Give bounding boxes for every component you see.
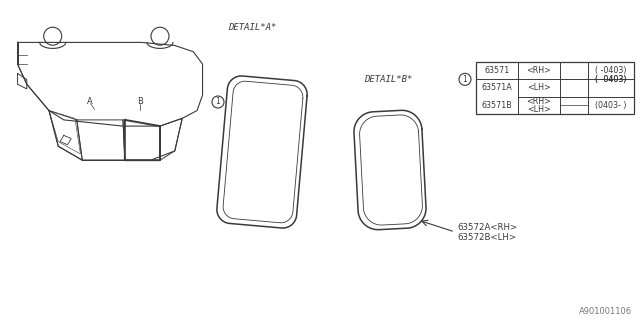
Text: 1: 1 xyxy=(463,75,467,84)
Text: ( -0403): ( -0403) xyxy=(595,75,627,84)
Text: <RH>: <RH> xyxy=(527,66,552,75)
Text: <RH>: <RH> xyxy=(527,97,552,106)
Text: (0403- ): (0403- ) xyxy=(595,101,627,110)
Text: B: B xyxy=(137,97,143,106)
Text: DETAIL*B*: DETAIL*B* xyxy=(364,76,412,84)
Bar xyxy=(476,62,634,114)
Text: 63572B<LH>: 63572B<LH> xyxy=(457,234,516,243)
Text: ( -0403): ( -0403) xyxy=(595,75,627,84)
Text: ( -0403): ( -0403) xyxy=(595,66,627,75)
Text: A: A xyxy=(86,97,92,106)
Text: <LH>: <LH> xyxy=(527,105,551,114)
Text: 63571: 63571 xyxy=(484,66,509,75)
Text: A901001106: A901001106 xyxy=(579,307,632,316)
Text: <LH>: <LH> xyxy=(527,84,551,92)
Text: 63571B: 63571B xyxy=(482,101,513,110)
Text: DETAIL*A*: DETAIL*A* xyxy=(228,23,276,33)
Text: 63571A: 63571A xyxy=(482,84,513,92)
Text: 63572A<RH>: 63572A<RH> xyxy=(457,223,517,233)
Text: 1: 1 xyxy=(216,98,220,107)
